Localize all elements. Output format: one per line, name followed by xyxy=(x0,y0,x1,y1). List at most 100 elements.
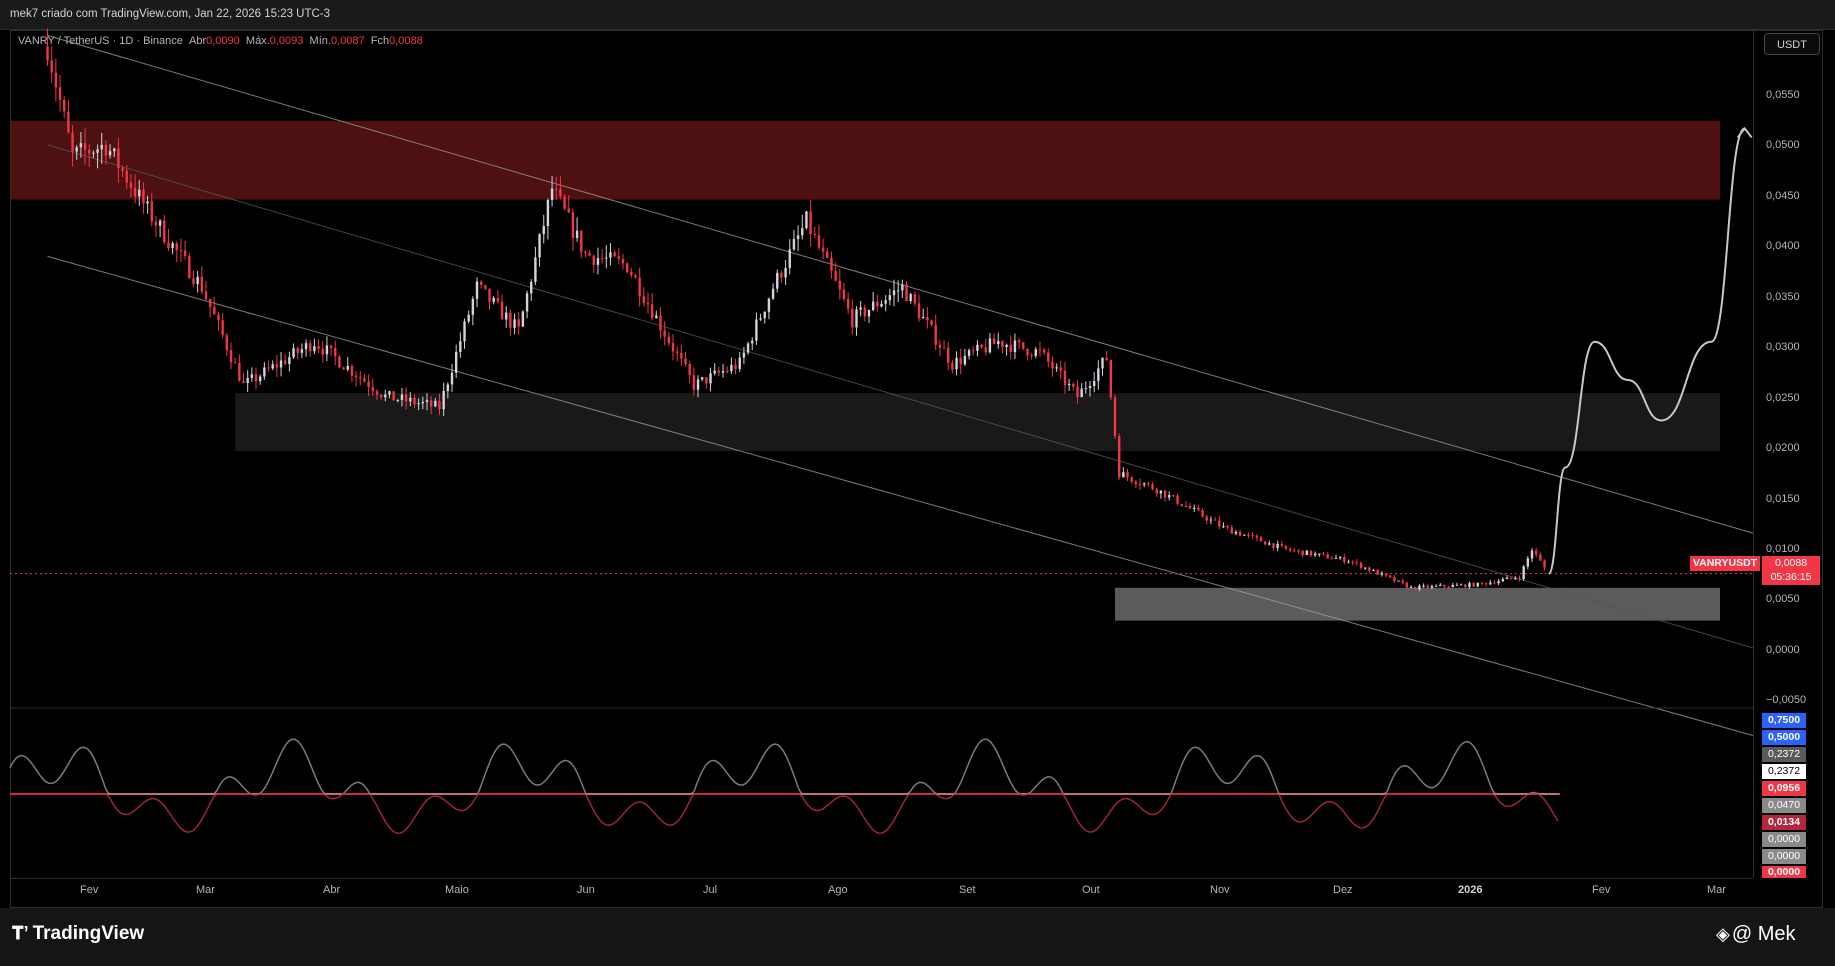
candle-body xyxy=(1193,507,1196,509)
candle-body xyxy=(108,151,112,156)
candle-body xyxy=(1117,436,1121,478)
candle-body xyxy=(596,258,600,265)
time-tick: Abr xyxy=(323,884,341,896)
candle-body xyxy=(1405,582,1409,588)
candle-body xyxy=(1280,544,1284,546)
legend-low: 0,0087 xyxy=(330,35,365,47)
candle-body xyxy=(92,152,95,154)
candle-body xyxy=(100,144,103,150)
candle-body xyxy=(863,307,867,317)
candle-body xyxy=(930,320,933,325)
candle-body xyxy=(1234,531,1238,534)
projection-path xyxy=(1547,127,1746,575)
candle-body xyxy=(392,391,395,401)
candle-body xyxy=(1113,397,1117,437)
candle-body xyxy=(846,298,850,309)
candle-body xyxy=(1301,550,1304,556)
candle-body xyxy=(505,312,508,320)
candle-body xyxy=(1493,582,1496,584)
candle-body xyxy=(200,276,204,292)
candle-body xyxy=(375,391,379,395)
candle-body xyxy=(359,377,362,379)
candle-body xyxy=(142,189,145,204)
time-tick: 2026 xyxy=(1458,884,1483,896)
candle-body xyxy=(976,344,979,351)
candle-body xyxy=(1451,584,1454,588)
candle-body xyxy=(1134,481,1138,485)
candle-body xyxy=(1126,472,1129,478)
candle-body xyxy=(138,189,141,197)
candle-body xyxy=(801,228,804,236)
legend-low-label: Mín. xyxy=(309,35,331,47)
tradingview-logo[interactable]: 𝐓’ TradingView xyxy=(12,923,144,945)
time-tick: Fev xyxy=(80,884,99,896)
candle-body xyxy=(688,364,691,376)
price-tick: 0,0100 xyxy=(1766,543,1800,555)
currency-button[interactable]: USDT xyxy=(1764,33,1820,55)
candle-body xyxy=(1105,357,1108,361)
price-tick: 0,0350 xyxy=(1766,291,1800,303)
candle-body xyxy=(842,289,846,299)
candle-body xyxy=(263,367,266,377)
candle-body xyxy=(776,272,779,289)
candle-body xyxy=(463,321,466,342)
candle-body xyxy=(1097,368,1100,382)
candle-body xyxy=(1080,388,1083,398)
time-tick: Dez xyxy=(1333,884,1353,896)
candle-body xyxy=(342,367,345,370)
price-tick: 0,0050 xyxy=(1766,593,1800,605)
indicator-label: 0,2372 xyxy=(1762,764,1806,779)
channel-line xyxy=(47,144,1754,649)
candle-body xyxy=(1168,495,1171,498)
price-tick: 0,0200 xyxy=(1766,442,1800,454)
candle-body xyxy=(429,400,433,407)
candle-body xyxy=(1468,583,1471,587)
candle-body xyxy=(1005,344,1008,348)
candle-body xyxy=(813,234,816,236)
candle-body xyxy=(771,288,775,299)
candle-body xyxy=(650,304,654,319)
candle-body xyxy=(258,376,262,382)
candle-body xyxy=(117,148,120,169)
price-scale[interactable] xyxy=(1753,30,1824,878)
candle-body xyxy=(834,270,837,281)
candle-body xyxy=(1251,534,1254,536)
zone-dark xyxy=(235,393,1720,452)
oscillator-wave xyxy=(9,738,1558,795)
candle-body xyxy=(1543,560,1546,568)
indicator-label: 0,0134 xyxy=(1762,815,1806,830)
candle-body xyxy=(1389,575,1392,578)
candle-body xyxy=(250,374,254,378)
candle-body xyxy=(1184,505,1188,507)
candle-body xyxy=(942,347,946,349)
candle-body xyxy=(721,371,725,373)
candle-body xyxy=(1530,550,1534,559)
candle-body xyxy=(492,297,495,302)
candle-body xyxy=(888,295,892,301)
candle-body xyxy=(71,132,74,152)
candle-body xyxy=(1293,550,1296,552)
candle-body xyxy=(113,148,116,152)
candle-body xyxy=(1380,573,1384,575)
candle-body xyxy=(784,267,787,278)
candle-body xyxy=(438,400,441,410)
candle-body xyxy=(663,330,666,337)
candle-body xyxy=(363,378,366,382)
candle-body xyxy=(855,309,858,328)
last-price-label: 0,0088 xyxy=(1762,556,1820,571)
time-tick: Maio xyxy=(445,884,469,896)
candle-body xyxy=(1055,367,1058,369)
candle-body xyxy=(559,188,562,197)
candle-body xyxy=(46,46,49,61)
candle-body xyxy=(567,208,570,213)
chart-frame xyxy=(10,30,1823,908)
candle-body xyxy=(680,352,683,359)
candle-body xyxy=(1026,348,1029,356)
price-tick: −0,0050 xyxy=(1766,694,1807,706)
binance-icon: ◈ xyxy=(1716,924,1730,944)
candle-body xyxy=(959,357,962,365)
time-axis[interactable] xyxy=(10,878,1753,909)
candle-body xyxy=(1009,344,1012,353)
candle-body xyxy=(1243,534,1246,536)
